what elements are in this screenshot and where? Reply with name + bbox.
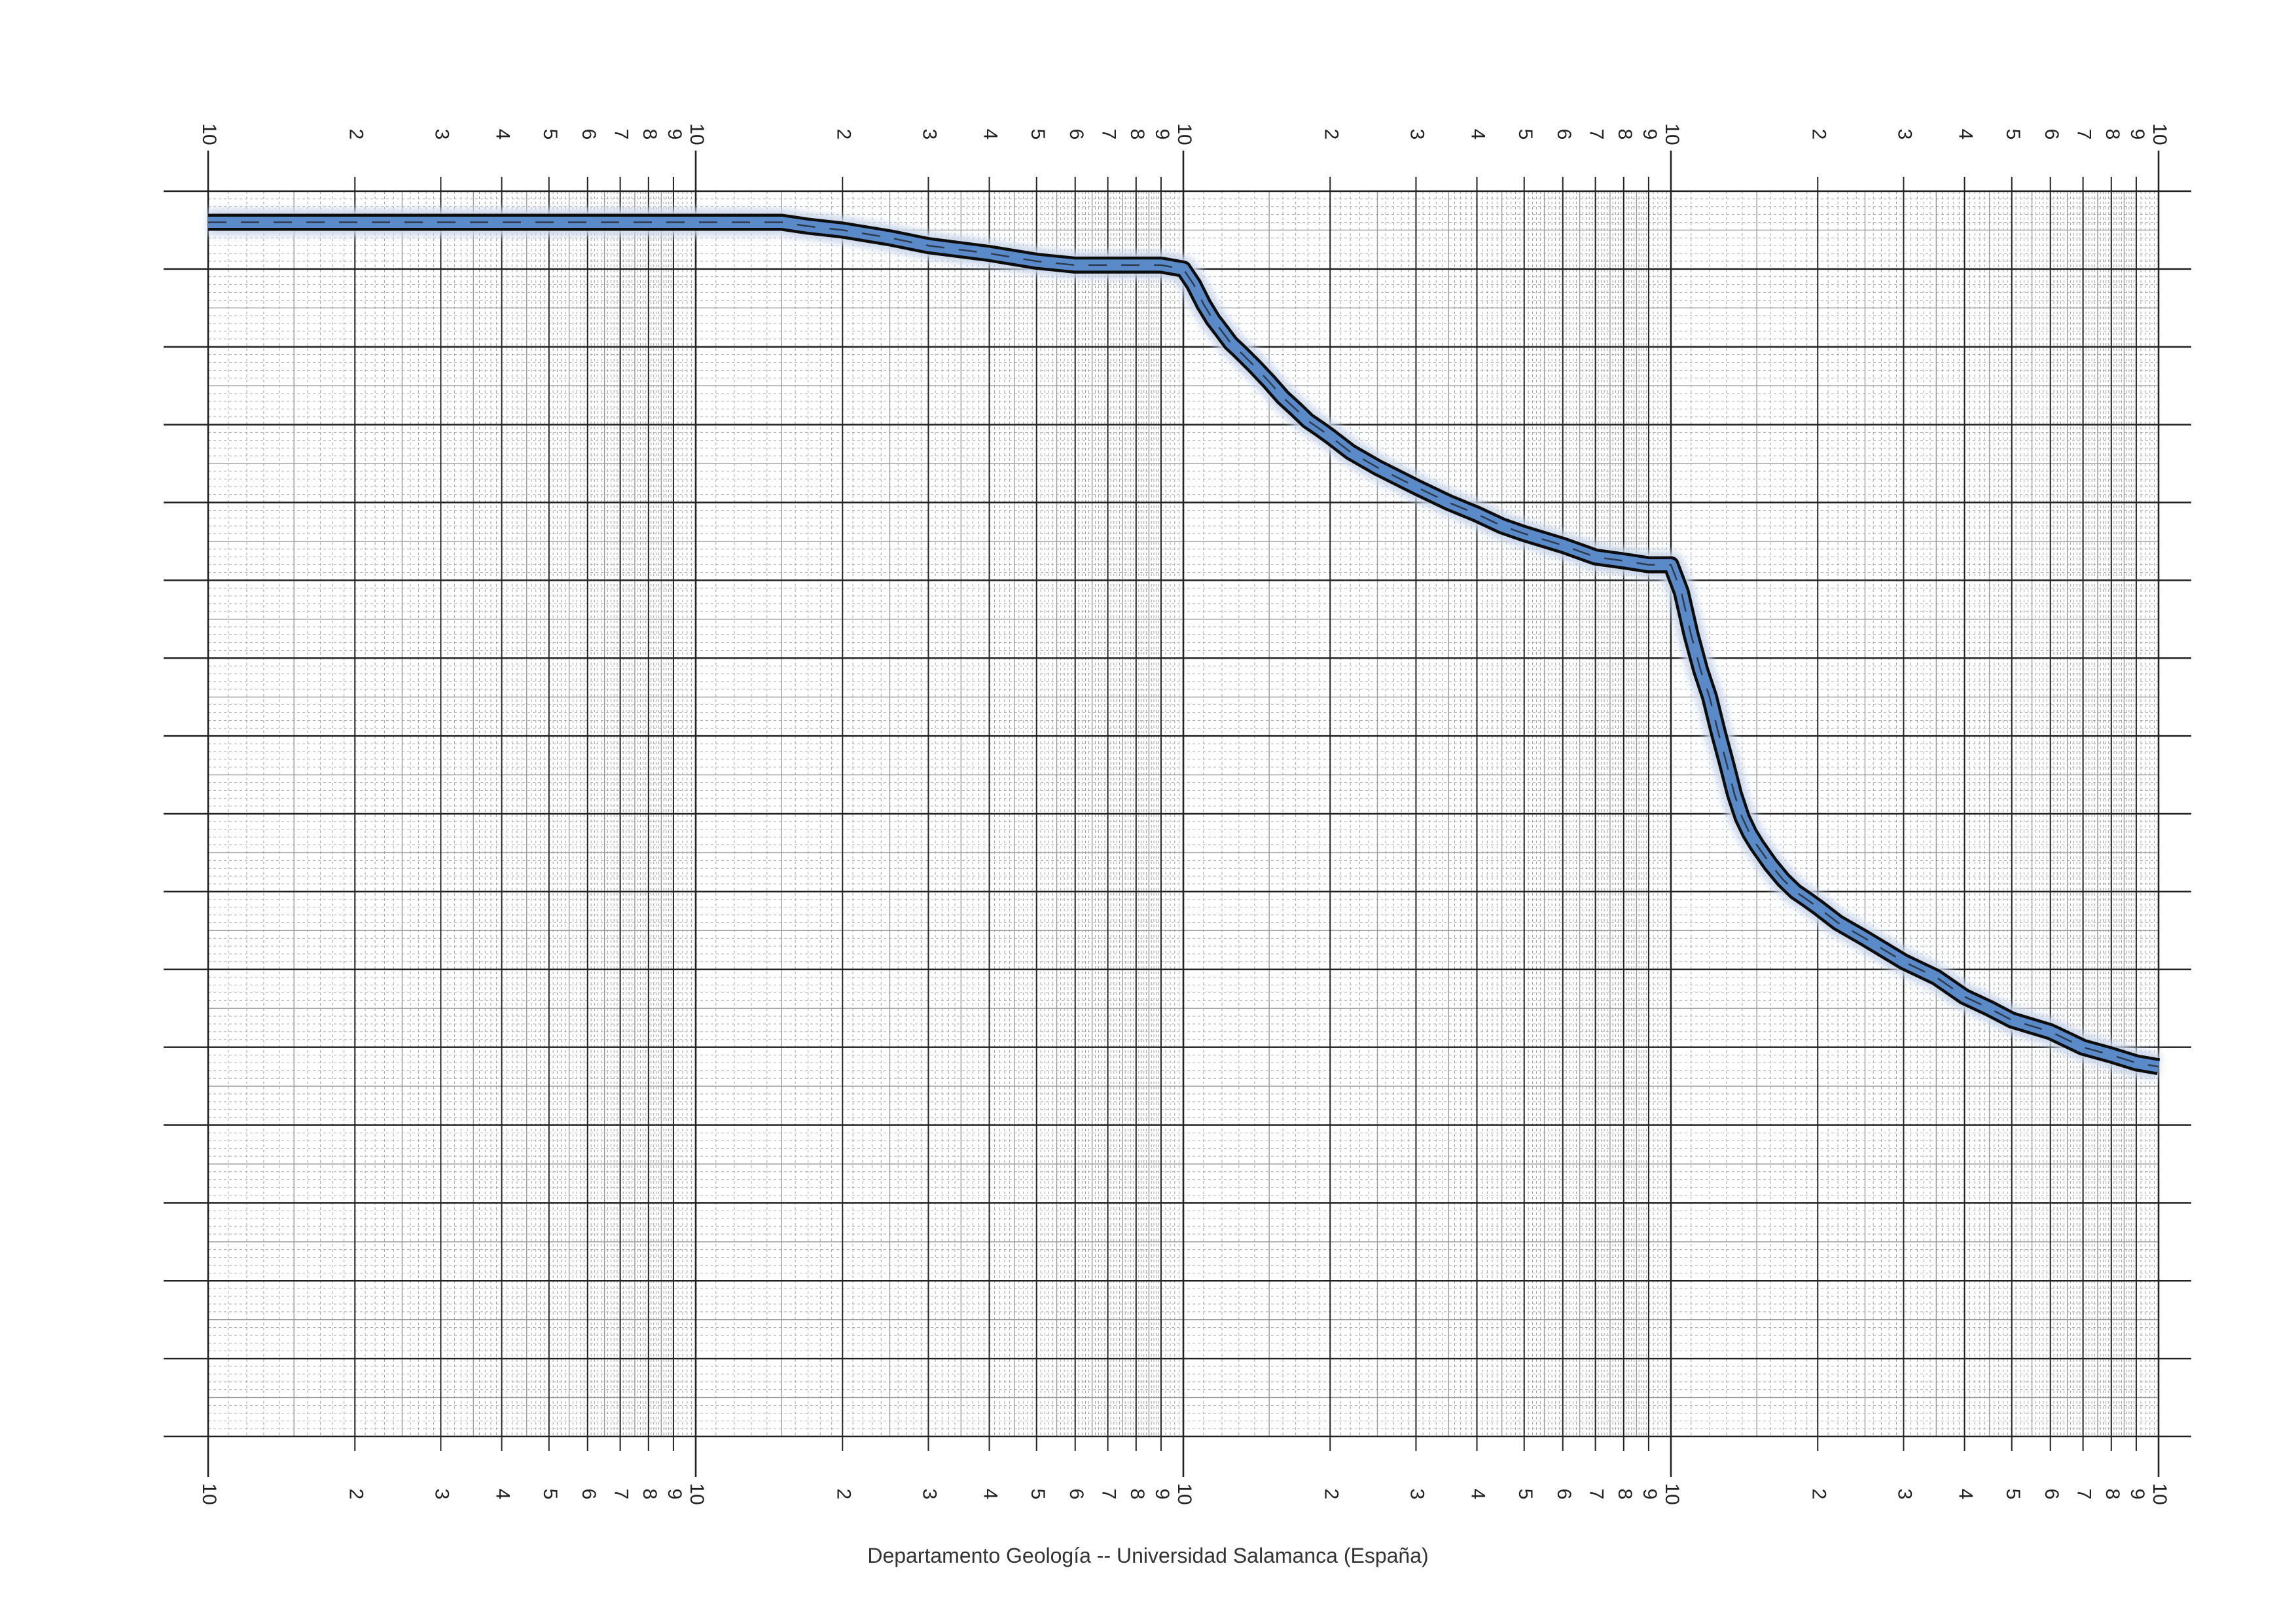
tick-label: 10 (198, 123, 220, 145)
tick-label: 7 (1586, 1489, 1607, 1500)
tick-label: 10 (686, 123, 708, 145)
tick-label: 9 (2126, 1489, 2148, 1500)
tick-label: 2 (833, 1489, 854, 1500)
tick-label: 9 (664, 1489, 685, 1500)
tick-label: 7 (2073, 1489, 2095, 1500)
tick-label: 10 (1661, 1483, 1683, 1504)
tick-label: 10 (1174, 123, 1195, 145)
tick-label: 2 (833, 129, 854, 140)
tick-label: 7 (1586, 129, 1607, 140)
tick-label: 9 (1151, 1489, 1173, 1500)
tick-label: 2 (1320, 129, 1342, 140)
tick-label: 3 (1894, 129, 1916, 140)
tick-label: 5 (1515, 1489, 1536, 1500)
tick-label: 5 (2002, 129, 2024, 140)
tick-label: 4 (1467, 1489, 1489, 1500)
tick-label: 9 (1639, 129, 1660, 140)
tick-label: 9 (664, 129, 685, 140)
tick-label: 4 (980, 129, 1001, 140)
bottom-tick-labels: 10 2 3 4 5 6 7 8 9 10 2 3 4 5 6 7 8 9 10 2 3 4 5 6 7 8 9 10 2 3 4 5 6 7 8 9… (198, 1483, 2170, 1504)
tick-label: 3 (1894, 1489, 1916, 1500)
tick-label: 8 (2102, 129, 2123, 140)
tick-label: 4 (1955, 1489, 1977, 1500)
tick-label: 3 (1407, 129, 1428, 140)
tick-label: 8 (639, 1489, 660, 1500)
tick-label: 3 (919, 1489, 941, 1500)
tick-label: 9 (1151, 129, 1173, 140)
tick-label: 9 (2126, 129, 2148, 140)
tick-label: 8 (2102, 1489, 2123, 1500)
tick-label: 10 (2149, 123, 2170, 145)
tick-label: 7 (1098, 129, 1120, 140)
tick-label: 6 (1553, 129, 1575, 140)
tick-label: 8 (1614, 1489, 1636, 1500)
tick-label: 2 (345, 1489, 367, 1500)
tick-label: 6 (1066, 1489, 1087, 1500)
tick-label: 5 (539, 129, 561, 140)
tick-label: 4 (492, 1489, 514, 1500)
tick-label: 8 (1126, 129, 1148, 140)
tick-label: 3 (1407, 1489, 1428, 1500)
tick-label: 2 (1320, 1489, 1342, 1500)
tick-label: 7 (1098, 1489, 1120, 1500)
tick-label: 6 (2041, 1489, 2062, 1500)
tick-label: 4 (980, 1489, 1001, 1500)
tick-label: 4 (492, 129, 514, 140)
tick-label: 10 (1661, 123, 1683, 145)
data-line-texture (208, 221, 2159, 1068)
tick-label: 7 (2073, 129, 2095, 140)
tick-label: 2 (345, 129, 367, 140)
tick-label: 6 (578, 1489, 600, 1500)
tick-label: 4 (1467, 129, 1489, 140)
tick-label: 9 (1639, 1489, 1660, 1500)
tick-label: 3 (919, 129, 941, 140)
tick-label: 7 (611, 1489, 632, 1500)
tick-label: 8 (639, 129, 660, 140)
tick-label: 2 (1808, 1489, 1829, 1500)
footer-credit: Departamento Geología -- Universidad Sal… (867, 1544, 1429, 1567)
top-tick-labels: 10 2 3 4 5 6 7 8 9 10 2 3 4 5 6 7 8 9 10 2 3 4 5 6 7 8 9 10 2 3 4 5 6 7 8 9… (198, 123, 2170, 145)
tick-label: 5 (1027, 1489, 1049, 1500)
tick-label: 6 (2041, 129, 2062, 140)
tick-label: 5 (2002, 1489, 2024, 1500)
tick-label: 8 (1614, 129, 1636, 140)
tick-label: 6 (578, 129, 600, 140)
tick-label: 3 (431, 129, 453, 140)
tick-label: 10 (686, 1483, 708, 1504)
tick-label: 4 (1955, 129, 1977, 140)
tick-label: 5 (1515, 129, 1536, 140)
tick-label: 3 (431, 1489, 453, 1500)
tick-label: 10 (198, 1483, 220, 1504)
tick-label: 10 (1174, 1483, 1195, 1504)
tick-label: 8 (1126, 1489, 1148, 1500)
tick-label: 6 (1553, 1489, 1575, 1500)
tick-label: 5 (539, 1489, 561, 1500)
tick-label: 5 (1027, 129, 1049, 140)
tick-label: 2 (1808, 129, 1829, 140)
tick-label: 6 (1066, 129, 1087, 140)
major-grid (164, 151, 2191, 1477)
tick-label: 7 (611, 129, 632, 140)
data-series (208, 209, 2161, 1080)
tick-label: 10 (2149, 1483, 2170, 1504)
